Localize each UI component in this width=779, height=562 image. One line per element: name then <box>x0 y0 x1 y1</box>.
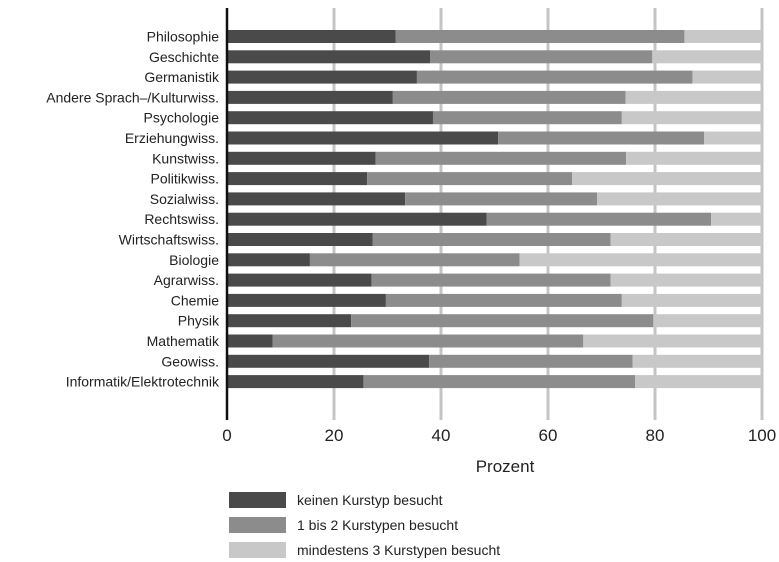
bar-segment <box>653 314 762 328</box>
bar-segment <box>635 375 762 389</box>
bar-segment <box>610 233 762 246</box>
bar-segment <box>498 131 705 145</box>
legend-label: 1 bis 2 Kurstypen besucht <box>297 517 458 533</box>
bar-segment <box>621 293 762 307</box>
category-labels: Philosophie Geschichte Germanistik Andere S… <box>46 29 220 390</box>
bar-segment <box>684 30 762 43</box>
bar-segment <box>227 90 393 104</box>
category-label: Chemie <box>171 292 219 308</box>
bars <box>227 30 762 389</box>
bar-segment <box>652 50 762 64</box>
category-label: Rechtswiss. <box>144 211 219 227</box>
x-tick-label: 80 <box>646 426 665 445</box>
bar-segment <box>430 50 653 64</box>
category-label: Andere Sprach–/Kulturwiss. <box>46 89 219 105</box>
bar-segment <box>227 233 373 246</box>
legend-swatch <box>229 492 286 508</box>
bar-segment <box>610 273 762 287</box>
category-label: Sozialwiss. <box>150 191 219 207</box>
category-label: Mathematik <box>147 333 220 349</box>
bar-segment <box>432 111 622 125</box>
bar-segment <box>375 151 627 165</box>
bar-segment <box>621 111 762 125</box>
x-tick-labels: 0 20 40 60 80 100 <box>222 426 776 445</box>
bar-segment <box>392 90 626 104</box>
bar-segment <box>363 375 636 389</box>
bar-segment <box>272 334 584 348</box>
legend-label: mindestens 3 Kurstypen besucht <box>297 542 500 558</box>
legend-swatch <box>229 542 286 558</box>
bar-segment <box>227 314 352 328</box>
category-label: Erziehungwiss. <box>125 130 219 146</box>
legend-swatch <box>229 517 286 533</box>
bar-segment <box>704 131 762 145</box>
bar-segment <box>429 354 633 368</box>
bar-segment <box>597 192 762 206</box>
bar-segment <box>227 192 406 206</box>
bar-segment <box>395 30 685 43</box>
bar-segment <box>227 111 433 125</box>
category-label: Germanistik <box>144 69 220 85</box>
category-label: Informatik/Elektrotechnik <box>66 374 220 390</box>
bar-segment <box>371 273 611 287</box>
bar-segment <box>625 90 762 104</box>
category-label: Biologie <box>169 252 219 268</box>
bar-segment <box>227 375 364 389</box>
category-label: Kunstwiss. <box>152 150 219 166</box>
category-label: Physik <box>178 313 220 329</box>
category-label: Geschichte <box>149 49 219 65</box>
category-label: Agrarwiss. <box>154 272 219 288</box>
bar-segment <box>227 354 430 368</box>
bar-segment <box>405 192 598 206</box>
bar-segment <box>227 151 376 165</box>
bar-segment <box>227 30 396 43</box>
legend-label: keinen Kurstyp besucht <box>297 492 443 508</box>
bar-segment <box>227 212 487 226</box>
category-label: Philosophie <box>147 29 220 45</box>
bar-segment <box>227 273 372 287</box>
bar-segment <box>309 253 520 267</box>
category-label: Psychologie <box>144 110 220 126</box>
bar-segment <box>351 314 654 328</box>
bar-segment <box>372 233 611 246</box>
bar-segment <box>626 151 762 165</box>
bar-segment <box>227 172 368 186</box>
x-axis-title: Prozent <box>476 457 535 476</box>
category-label: Geowiss. <box>161 353 219 369</box>
category-label: Wirtschaftswiss. <box>119 232 219 248</box>
bar-segment <box>367 172 573 186</box>
x-tick-label: 60 <box>539 426 558 445</box>
x-tick-label: 20 <box>325 426 344 445</box>
bar-segment <box>711 212 762 226</box>
bar-segment <box>227 131 499 145</box>
bar-segment <box>227 253 310 267</box>
x-tick-label: 100 <box>748 426 776 445</box>
bar-segment <box>227 293 386 307</box>
x-tick-label: 0 <box>222 426 231 445</box>
bar-segment <box>632 354 762 368</box>
bar-segment <box>385 293 622 307</box>
bar-segment <box>227 334 273 348</box>
bar-segment <box>572 172 762 186</box>
bar-segment <box>416 70 693 84</box>
bar-segment <box>692 70 762 84</box>
category-label: Politikwiss. <box>151 171 219 187</box>
bar-segment <box>486 212 712 226</box>
legend: keinen Kurstyp besucht 1 bis 2 Kurstypen … <box>229 492 500 558</box>
bar-segment <box>227 50 431 64</box>
x-tick-label: 40 <box>432 426 451 445</box>
bar-segment <box>227 70 417 84</box>
bar-segment <box>583 334 762 348</box>
bar-segment <box>519 253 762 267</box>
